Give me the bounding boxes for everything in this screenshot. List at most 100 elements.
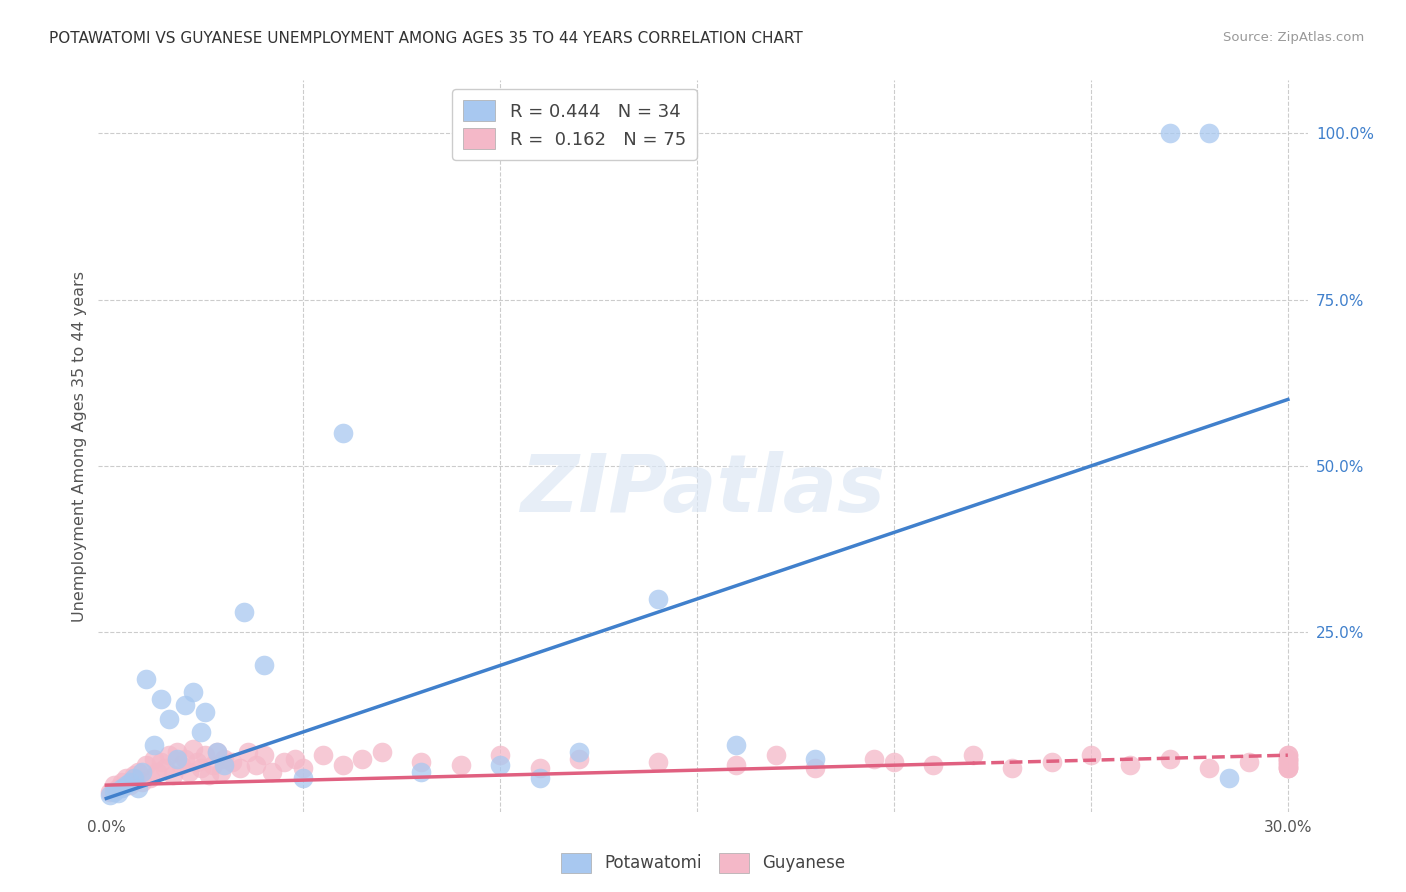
Point <box>181 685 204 699</box>
Point <box>1277 755 1299 769</box>
Point <box>157 712 180 726</box>
Point <box>166 751 188 765</box>
Point <box>450 758 472 772</box>
Point <box>98 788 121 802</box>
Point <box>174 751 197 765</box>
Point <box>725 738 748 752</box>
Point <box>98 785 121 799</box>
Point <box>765 748 787 763</box>
Point <box>233 605 256 619</box>
Point <box>922 758 945 772</box>
Point <box>157 748 180 763</box>
Text: ZIPatlas: ZIPatlas <box>520 450 886 529</box>
Point <box>111 781 134 796</box>
Point <box>1001 762 1024 776</box>
Point <box>118 778 141 792</box>
Point <box>142 738 165 752</box>
Point <box>174 698 197 713</box>
Point <box>142 751 165 765</box>
Point <box>962 748 984 763</box>
Point <box>150 691 173 706</box>
Point <box>1277 751 1299 765</box>
Point <box>1277 762 1299 776</box>
Point <box>229 762 252 776</box>
Point <box>131 764 153 779</box>
Point <box>201 758 224 772</box>
Point <box>1277 762 1299 776</box>
Point <box>205 745 228 759</box>
Point <box>111 774 134 789</box>
Point <box>312 748 335 763</box>
Point <box>236 745 259 759</box>
Point <box>647 591 669 606</box>
Point <box>529 762 551 776</box>
Point <box>489 758 512 772</box>
Point <box>568 751 591 765</box>
Y-axis label: Unemployment Among Ages 35 to 44 years: Unemployment Among Ages 35 to 44 years <box>72 270 87 622</box>
Point <box>489 748 512 763</box>
Point <box>411 755 433 769</box>
Point <box>284 751 307 765</box>
Point <box>214 751 236 765</box>
Point <box>214 758 236 772</box>
Point <box>190 762 212 776</box>
Legend: R = 0.444   N = 34, R =  0.162   N = 75: R = 0.444 N = 34, R = 0.162 N = 75 <box>453 89 697 160</box>
Point <box>155 762 177 776</box>
Point <box>253 748 276 763</box>
Legend: Potawatomi, Guyanese: Potawatomi, Guyanese <box>554 847 852 880</box>
Point <box>1159 127 1181 141</box>
Point <box>135 672 157 686</box>
Point <box>122 768 145 782</box>
Point <box>352 751 374 765</box>
Point <box>107 781 129 796</box>
Point <box>1277 762 1299 776</box>
Point <box>1159 751 1181 765</box>
Point <box>1277 758 1299 772</box>
Point <box>205 745 228 759</box>
Point <box>883 755 905 769</box>
Point <box>332 758 354 772</box>
Point <box>170 758 193 772</box>
Point <box>122 772 145 786</box>
Point <box>1218 772 1240 786</box>
Point <box>1277 755 1299 769</box>
Point <box>118 774 141 789</box>
Point <box>1119 758 1142 772</box>
Point <box>1198 127 1220 141</box>
Point <box>1080 748 1102 763</box>
Point <box>194 748 217 763</box>
Point <box>115 772 138 786</box>
Point <box>804 751 827 765</box>
Point <box>103 785 125 799</box>
Point <box>1198 762 1220 776</box>
Point <box>209 764 232 779</box>
Point <box>568 745 591 759</box>
Point <box>1277 751 1299 765</box>
Point <box>150 755 173 769</box>
Point <box>245 758 267 772</box>
Point <box>529 772 551 786</box>
Point <box>647 755 669 769</box>
Point <box>1277 748 1299 763</box>
Point <box>1237 755 1260 769</box>
Point <box>166 745 188 759</box>
Point <box>146 764 169 779</box>
Point <box>371 745 394 759</box>
Point <box>131 774 153 789</box>
Point <box>194 705 217 719</box>
Point <box>181 741 204 756</box>
Point <box>190 725 212 739</box>
Point <box>186 755 208 769</box>
Point <box>115 778 138 792</box>
Point <box>162 768 184 782</box>
Point <box>804 762 827 776</box>
Point <box>127 764 149 779</box>
Point <box>863 751 886 765</box>
Point <box>1277 758 1299 772</box>
Point <box>1277 748 1299 763</box>
Point <box>1040 755 1063 769</box>
Point <box>332 425 354 440</box>
Point <box>138 772 160 786</box>
Point <box>292 762 315 776</box>
Point <box>127 781 149 796</box>
